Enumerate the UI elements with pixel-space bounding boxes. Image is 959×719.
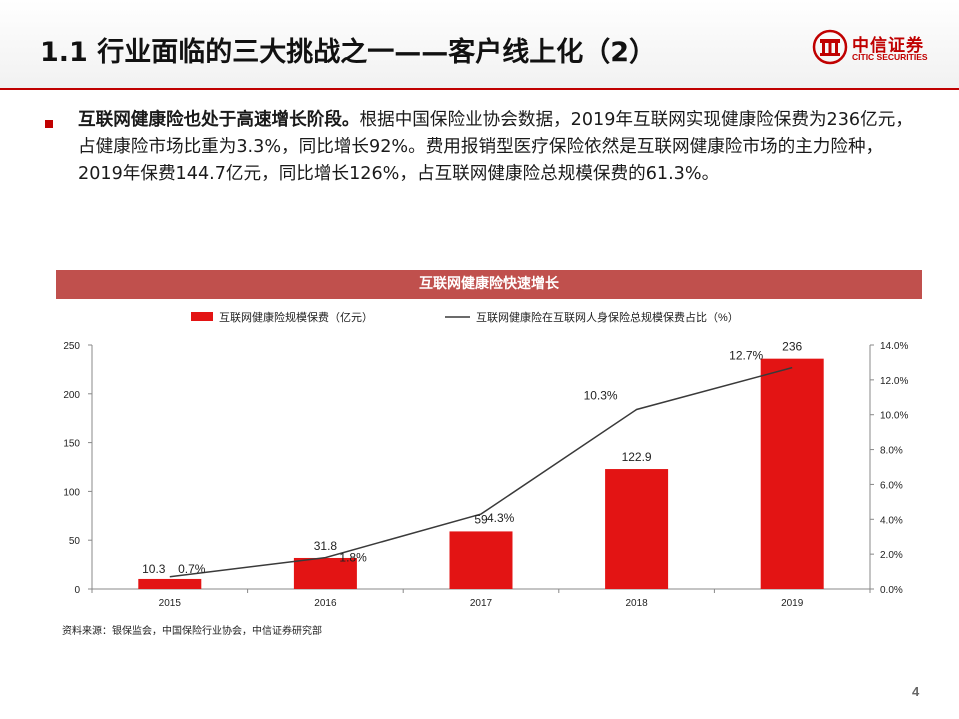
y-tick-label-left: 0 [74, 585, 80, 596]
header-divider [0, 88, 959, 90]
y-tick-label-right: 14.0% [880, 341, 908, 352]
y-tick-label-right: 4.0% [880, 515, 903, 526]
x-tick-label: 2018 [625, 598, 648, 609]
line-value-label: 4.3% [487, 511, 515, 525]
bar-value-label: 31.8 [314, 539, 338, 553]
body-rest: 根据中国保险业协会数据，2019年互联网实现健康险保费为236亿元，占健康险市场… [78, 110, 913, 184]
y-tick-label-right: 6.0% [880, 480, 903, 491]
bar-value-label: 122.9 [622, 450, 652, 464]
logo-english-text: CITIC SECURITIES [852, 52, 928, 62]
body-bold-lead: 互联网健康险也处于高速增长阶段。 [78, 110, 360, 130]
header-band [0, 0, 959, 88]
x-tick-label: 2016 [314, 598, 337, 609]
legend-bar-swatch [191, 312, 213, 321]
legend-line-label: 互联网健康险在互联网人身保险总规模保费占比（%） [476, 310, 739, 324]
bar-value-label: 59 [474, 512, 488, 526]
bar [138, 578, 202, 589]
bullet-square-icon [45, 120, 53, 128]
bar [449, 531, 513, 589]
y-tick-label-right: 8.0% [880, 446, 903, 457]
y-tick-label-left: 50 [69, 536, 81, 547]
line-value-label: 10.3% [584, 388, 618, 402]
y-tick-label-left: 200 [63, 390, 80, 401]
y-tick-label-right: 2.0% [880, 550, 903, 561]
page-number: 4 [912, 684, 920, 699]
x-tick-label: 2015 [159, 598, 182, 609]
bar [293, 557, 357, 589]
y-tick-label-left: 150 [63, 439, 80, 450]
line-value-label: 1.8% [339, 551, 367, 565]
bar [760, 358, 824, 589]
x-tick-label: 2017 [470, 598, 493, 609]
chart-area: 互联网健康险规模保费（亿元） 互联网健康险在互联网人身保险总规模保费占比（%） 0 5… [63, 310, 908, 609]
line-value-label: 12.7% [729, 349, 763, 363]
chart-title: 互联网健康险快速增长 [56, 270, 922, 299]
bar [605, 469, 669, 589]
body-paragraph: 互联网健康险也处于高速增长阶段。根据中国保险业协会数据，2019年互联网实现健康… [78, 107, 920, 188]
y-tick-label-right: 10.0% [880, 411, 908, 422]
legend-bar-label: 互联网健康险规模保费（亿元） [219, 310, 373, 324]
y-tick-label-right: 0.0% [880, 585, 903, 596]
line-series [169, 366, 793, 578]
x-tick-label: 2019 [781, 598, 804, 609]
company-logo: 中信证券 CITIC SECURITIES [812, 29, 948, 69]
line-value-label: 0.7% [178, 562, 206, 576]
bar-value-label: 10.3 [142, 562, 166, 576]
source-note: 资料来源：银保监会，中国保险行业协会，中信证券研究部 [62, 626, 322, 637]
y-tick-label-right: 12.0% [880, 376, 908, 387]
bar-value-label: 236 [782, 340, 802, 354]
citic-logo-icon [812, 29, 848, 65]
page-title: 1.1 行业面临的三大挑战之一——客户线上化（2） [40, 37, 657, 68]
logo-chinese-text: 中信证券 [852, 36, 924, 56]
y-tick-label-left: 250 [63, 341, 80, 352]
y-tick-label-left: 100 [63, 487, 80, 498]
